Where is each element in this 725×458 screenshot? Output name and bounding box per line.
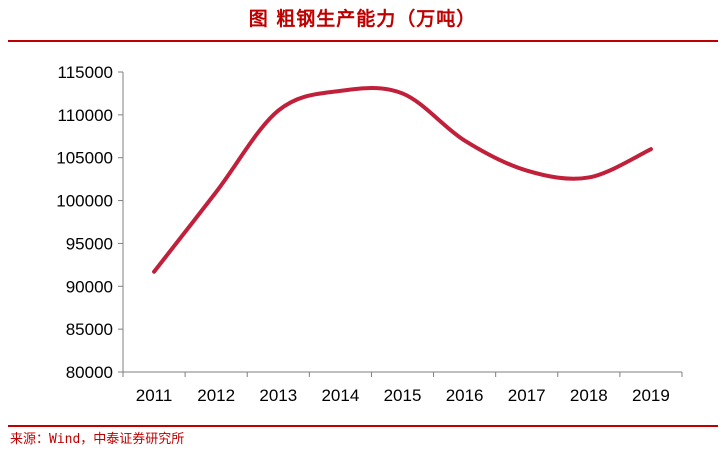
data-point	[463, 139, 467, 143]
y-tick-label: 80000	[66, 363, 113, 382]
y-axis: 80000 85000 90000 95000 100000 105000 110000 11…	[56, 63, 124, 382]
footer-divider	[8, 425, 718, 427]
data-point	[649, 147, 653, 151]
x-tick-label: 2018	[570, 386, 608, 405]
y-tick-label: 105000	[56, 149, 113, 168]
y-tick-label: 100000	[56, 192, 113, 211]
x-tick-label: 2017	[508, 386, 546, 405]
data-point	[401, 91, 405, 95]
data-point	[525, 169, 529, 173]
x-tick-label: 2014	[321, 386, 359, 405]
chart-title: 图 粗钢生产能力（万吨）	[248, 8, 477, 30]
source-note: 来源：Wind，中泰证券研究所	[10, 432, 185, 447]
x-tick-label: 2013	[259, 386, 297, 405]
x-tick-label: 2015	[384, 386, 422, 405]
series	[152, 86, 653, 274]
y-tick-label: 85000	[66, 320, 113, 339]
data-point	[587, 175, 591, 179]
y-tick-label: 115000	[58, 63, 113, 82]
data-point	[276, 109, 280, 113]
data-point	[338, 89, 342, 93]
series-line	[152, 86, 653, 274]
data-point	[214, 190, 218, 194]
data-point	[152, 270, 156, 274]
x-tick-label: 2011	[136, 386, 173, 405]
x-tick-label: 2012	[197, 386, 235, 405]
y-tick-label: 90000	[66, 277, 113, 296]
y-tick-label: 95000	[66, 234, 113, 253]
x-tick-label: 2016	[446, 386, 484, 405]
x-tick-label: 2019	[632, 386, 670, 405]
y-tick-label: 110000	[58, 106, 113, 125]
line-chart: 80000 85000 90000 95000 100000 105000 110000 11…	[56, 63, 683, 405]
x-axis: 2011 2012 2013 2014 2015 2016 2017 2018 2019	[122, 371, 683, 405]
title-divider	[8, 40, 718, 42]
